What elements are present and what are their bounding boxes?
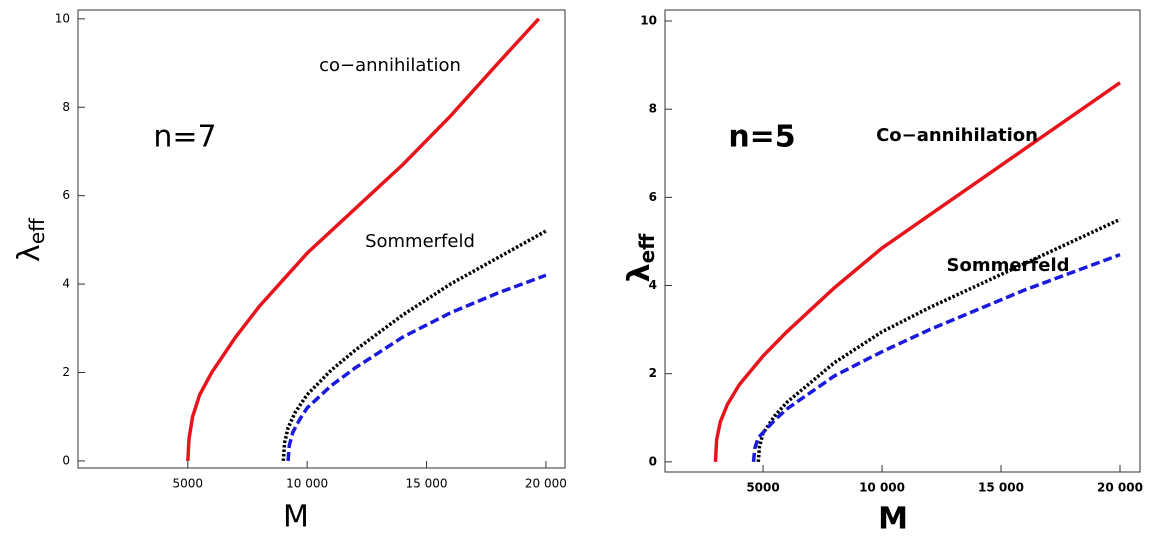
x-tick-label: 20 000 xyxy=(525,477,567,491)
x-tick-label: 20 000 xyxy=(1097,481,1143,495)
y-axis-symbol: λ xyxy=(622,263,657,282)
y-axis-subscript: eff xyxy=(635,233,659,264)
series-line xyxy=(186,17,541,462)
x-tick-label: 5000 xyxy=(746,481,779,495)
y-tick-label: 0 xyxy=(62,453,70,467)
series-line xyxy=(281,229,547,462)
y-tick-label: 8 xyxy=(649,102,657,116)
plot-frame xyxy=(77,9,566,469)
series-line xyxy=(756,217,1121,462)
y-axis-symbol: λ xyxy=(12,244,47,262)
x-tick-label: 10 000 xyxy=(859,481,905,495)
series-line xyxy=(286,273,547,462)
series-line xyxy=(751,253,1121,463)
x-tick-label: 10 000 xyxy=(286,477,328,491)
annotation: Sommerfeld xyxy=(946,255,1069,276)
y-tick-label: 10 xyxy=(640,14,657,28)
annotation: Co−annihilation xyxy=(876,125,1038,146)
annotation: Sommerfeld xyxy=(365,231,475,252)
plot-frame xyxy=(664,9,1141,473)
y-tick-label: 6 xyxy=(62,188,70,202)
series-line xyxy=(713,81,1122,462)
y-tick-label: 2 xyxy=(62,365,70,379)
annotation: n=5 xyxy=(728,120,795,155)
x-tick-label: 5000 xyxy=(173,477,204,491)
x-tick-label: 15 000 xyxy=(406,477,448,491)
y-axis-label: λeff xyxy=(622,233,659,283)
x-axis-label: M xyxy=(283,500,309,535)
y-axis-label: λeff xyxy=(12,217,49,262)
annotation: co−annihilation xyxy=(319,55,461,76)
y-tick-label: 0 xyxy=(649,454,657,468)
x-tick-label: 15 000 xyxy=(978,481,1024,495)
y-tick-label: 4 xyxy=(649,278,657,292)
y-tick-label: 2 xyxy=(649,366,657,380)
y-axis-subscript: eff xyxy=(25,217,49,244)
y-tick-label: 8 xyxy=(62,100,70,114)
y-tick-label: 4 xyxy=(62,277,70,291)
annotation: n=7 xyxy=(153,120,216,155)
y-tick-label: 6 xyxy=(649,190,657,204)
x-axis-label: M xyxy=(878,502,908,537)
y-tick-label: 10 xyxy=(55,11,70,25)
